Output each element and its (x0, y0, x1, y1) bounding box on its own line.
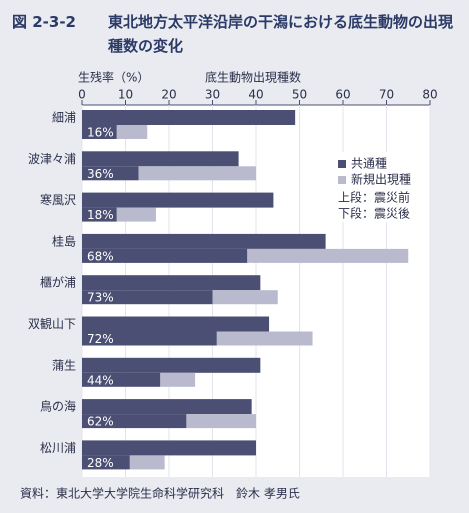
legend-swatch (338, 176, 346, 184)
category-label: 松川浦 (40, 441, 76, 455)
survival-label: 62% (87, 415, 114, 429)
bar-before (82, 399, 252, 415)
legend-label: 新規出現種 (351, 172, 411, 187)
legend-swatch (338, 160, 346, 168)
bar-before (82, 357, 261, 373)
bar-before (82, 110, 296, 125)
bar-after (160, 372, 196, 387)
header: 図 2-3-2 東北地方太平洋沿岸の干潟における底生動物の出現種数の変化 (12, 10, 462, 58)
bar-after (82, 166, 139, 181)
bar-after (82, 331, 217, 346)
bar-after (82, 207, 117, 222)
chart-title: 東北地方太平洋沿岸の干潟における底生動物の出現種数の変化 (108, 13, 454, 55)
category-label: 鳥の海 (40, 399, 76, 414)
survival-label: 18% (87, 208, 114, 222)
bar-after (82, 248, 248, 263)
bar-before (82, 316, 270, 332)
legend-note: 下段：震災後 (338, 206, 410, 221)
bar-after (212, 290, 278, 305)
bar-after (82, 414, 187, 429)
bar-before (82, 233, 326, 249)
legend-note: 上段：震災前 (338, 190, 410, 205)
bar-before (82, 192, 274, 208)
category-label: 双観山下 (28, 317, 76, 331)
x-tick-label: 20 (161, 88, 176, 102)
survival-label: 16% (87, 126, 114, 140)
bar-after (82, 290, 213, 305)
bar-after (129, 455, 165, 470)
bar-before (82, 440, 256, 456)
category-label: 櫃が浦 (40, 275, 76, 290)
survival-label: 28% (87, 456, 114, 470)
survival-label: 36% (87, 167, 114, 181)
bar-after (186, 414, 256, 429)
bar-after (82, 372, 161, 387)
bar-after (116, 207, 156, 222)
rate-label: 生残率（%） (78, 70, 149, 85)
bar-after (82, 455, 130, 470)
bar-before (82, 151, 239, 167)
x-tick-label: 40 (248, 88, 263, 102)
x-tick-label: 80 (422, 88, 437, 102)
x-tick-label: 30 (205, 88, 220, 102)
survival-label: 44% (87, 373, 114, 387)
bar-after (247, 248, 409, 263)
bar-after (216, 331, 313, 346)
bar-before (82, 275, 261, 291)
source: 資料：東北大学大学院生命科学研究科 鈴木 孝男氏 (20, 486, 300, 501)
category-label: 細浦 (52, 111, 76, 125)
x-tick-label: 0 (78, 88, 86, 102)
category-label: 桂島 (52, 233, 76, 248)
x-axis-label: 底生動物出現種数 (205, 70, 301, 85)
survival-label: 68% (87, 249, 114, 263)
bar-after (116, 125, 148, 139)
x-tick-label: 70 (379, 88, 394, 102)
legend-label: 共通種 (351, 157, 387, 171)
survival-label: 73% (87, 291, 114, 305)
category-label: 蒲生 (52, 358, 76, 372)
survival-label: 72% (87, 332, 114, 346)
category-label: 波津々浦 (28, 152, 76, 166)
x-tick-label: 10 (118, 88, 133, 102)
bar-after (138, 166, 256, 181)
x-tick-label: 50 (292, 88, 307, 102)
legend-box (332, 152, 428, 222)
category-label: 寒風沢 (40, 192, 76, 207)
bar-after (82, 125, 117, 139)
x-tick-label: 60 (335, 88, 350, 102)
figure-label: 図 2-3-2 (12, 13, 76, 31)
